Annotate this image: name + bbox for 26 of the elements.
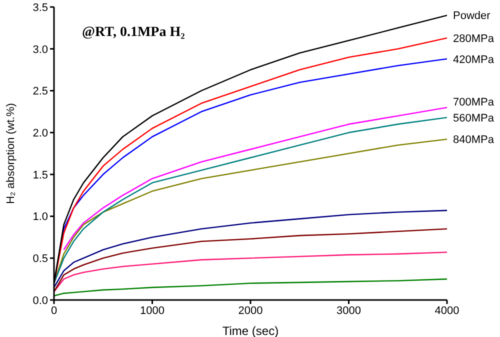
x-tick-label: 0 <box>50 304 58 317</box>
series-label: 280MPa <box>453 32 495 45</box>
series-label: 840MPa <box>453 134 495 146</box>
series-label: 560MPa <box>453 112 495 124</box>
line-series <box>54 252 447 292</box>
series-label: 700MPa <box>453 96 495 108</box>
series-label: 420MPa <box>453 54 495 66</box>
line-series <box>54 210 447 288</box>
y-tick-label: 2.5 <box>32 86 48 98</box>
y-tick-label: 1.0 <box>32 211 48 224</box>
y-tick-label: 3.0 <box>32 44 48 56</box>
x-tick-label: 1000 <box>140 304 164 317</box>
line-series <box>63 106 447 250</box>
x-tick-label: 4000 <box>434 304 460 317</box>
y-tick-label: 0.5 <box>32 253 48 266</box>
y-tick-label: 0.0 <box>32 294 48 307</box>
x-tick-label: 3000 <box>336 304 361 317</box>
y-tick-label: 1.5 <box>32 169 48 182</box>
annotation: @RT, 0.1MPa H₂ <box>82 25 185 40</box>
x-tick-label: 2000 <box>238 304 263 317</box>
line-series <box>54 278 447 296</box>
y-tick-label: 2.0 <box>32 127 48 140</box>
y-axis-title: H₂ absorption (wt.%) <box>5 103 17 204</box>
line-series <box>54 228 447 292</box>
series-label: Powder <box>453 10 491 22</box>
y-tick-label: 3.5 <box>32 2 48 14</box>
